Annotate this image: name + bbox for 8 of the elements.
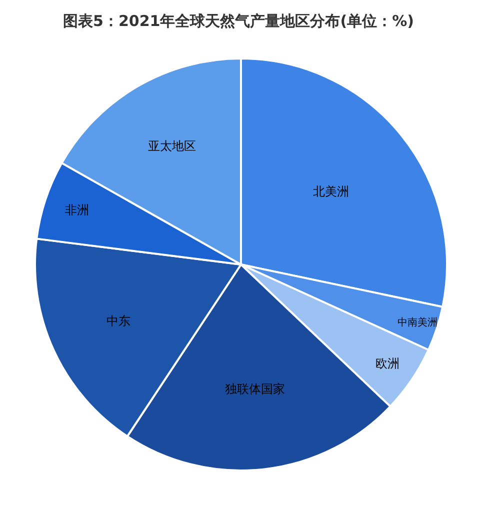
slice-label: 中南美洲 (397, 316, 438, 329)
slice-label: 非洲 (65, 203, 90, 218)
chart-title: 图表5：2021年全球天然气产量地区分布(单位：%) (63, 12, 414, 30)
slice-label: 亚太地区 (148, 139, 196, 154)
slice-label: 独联体国家 (225, 382, 286, 396)
slice-label: 中东 (106, 314, 130, 328)
slice-label: 欧洲 (375, 356, 400, 370)
slice-label: 北美洲 (313, 184, 350, 198)
